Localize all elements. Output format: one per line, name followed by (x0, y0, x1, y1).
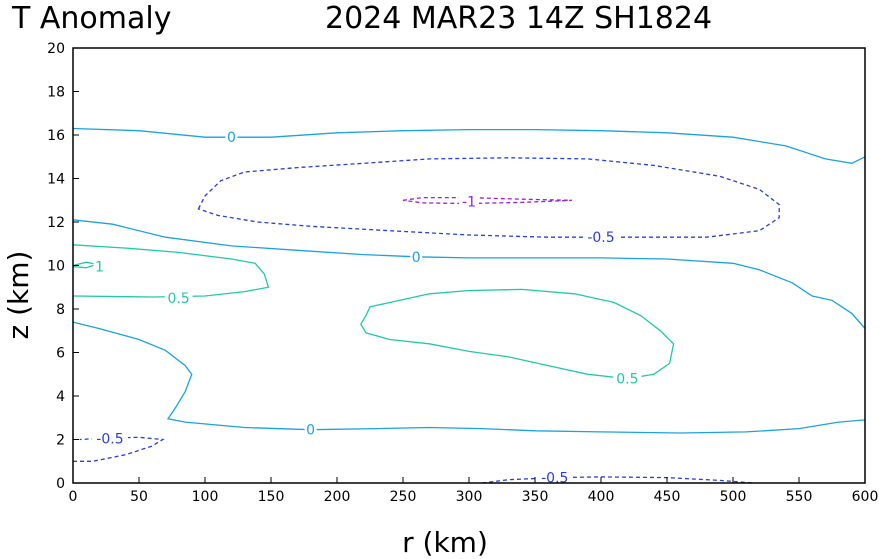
contour-label: 0 (227, 130, 236, 146)
x-tick-label: 150 (258, 489, 285, 505)
contour-label-bg (304, 421, 317, 438)
contour-label: 0 (306, 423, 315, 439)
contour-line (482, 476, 753, 484)
contour-line (72, 127, 866, 164)
contour-label-bg (459, 193, 479, 210)
y-tick-label: 14 (47, 172, 65, 188)
y-tick-label: 8 (56, 302, 65, 318)
x-axis-ticks: 0 50 100 150 200 250 300 350 400 450 500 550 600 (69, 477, 879, 505)
contour-label-bg (225, 129, 238, 146)
contour-label-bg (93, 258, 106, 275)
contour-labels: 0 0 0 0.5 0.5 1 -0.5 -0.5 -0.5 -1 (91, 129, 642, 487)
y-axis-ticks: 0 2 4 6 8 10 12 14 16 18 20 (47, 41, 79, 492)
y-axis-label: z (km) (2, 251, 35, 340)
contour-label-bg (613, 370, 642, 387)
x-tick-label: 200 (324, 489, 351, 505)
x-tick-label: 350 (522, 489, 549, 505)
contour-line (402, 196, 573, 205)
contour-line (360, 288, 675, 380)
contour-label: -0.5 (541, 471, 568, 487)
y-tick-label: 12 (47, 215, 65, 231)
x-tick-label: 500 (720, 489, 747, 505)
chart-title-right: 2024 MAR23 14Z SH1824 (325, 1, 712, 36)
x-tick-label: 50 (130, 489, 148, 505)
x-tick-label: 300 (456, 489, 483, 505)
x-tick-label: 550 (786, 489, 813, 505)
x-tick-label: 0 (69, 489, 78, 505)
contour-label: -0.5 (96, 431, 123, 447)
x-tick-label: 400 (588, 489, 615, 505)
y-tick-label: 6 (56, 346, 65, 362)
contour-line (197, 157, 780, 238)
x-axis-label: r (km) (402, 526, 488, 559)
y-tick-label: 20 (47, 41, 65, 57)
x-tick-label: 250 (390, 489, 417, 505)
contour-label: 0.5 (616, 372, 638, 388)
x-tick-label: 100 (192, 489, 219, 505)
contour-label-bg (583, 229, 619, 246)
plot-frame (72, 47, 866, 484)
contour-label: 1 (95, 260, 104, 276)
contour-line (72, 321, 866, 434)
contour-lines (72, 127, 866, 484)
contour-line (72, 261, 100, 269)
contour-label-bg (410, 248, 423, 265)
y-tick-label: 2 (56, 433, 65, 449)
chart-title-left: T Anomaly (11, 1, 171, 36)
contour-label-bg (91, 430, 128, 447)
contour-label: -1 (462, 194, 476, 210)
y-tick-label: 0 (56, 476, 65, 492)
y-tick-label: 10 (47, 259, 65, 275)
contour-label-bg (536, 469, 573, 486)
x-tick-label: 600 (852, 489, 879, 505)
contour-label: 0 (412, 250, 421, 266)
contour-label: -0.5 (587, 230, 614, 246)
y-tick-label: 16 (47, 128, 65, 144)
contour-label-bg (164, 290, 193, 307)
contour-line (72, 219, 866, 330)
x-tick-label: 450 (654, 489, 681, 505)
y-tick-label: 18 (47, 85, 65, 101)
y-tick-label: 4 (56, 389, 65, 405)
contour-label: 0.5 (167, 291, 189, 307)
